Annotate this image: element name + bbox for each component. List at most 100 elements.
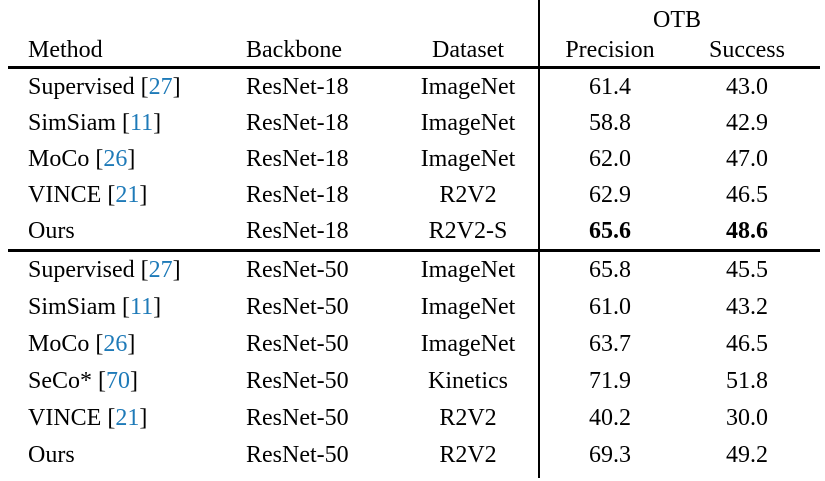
method-cell: Supervised [27] <box>0 74 246 101</box>
citation-bracket: [ <box>98 368 107 394</box>
backbone-cell: ResNet-50 <box>246 442 349 468</box>
method-name: SeCo* <box>28 368 93 394</box>
success-cell: 42.9 <box>726 109 768 136</box>
dataset-cell: ImageNet <box>420 294 516 320</box>
citation-link[interactable]: 26 <box>103 331 128 357</box>
method-cell: MoCo [26] <box>0 331 246 358</box>
citation-bracket: [ <box>122 109 131 136</box>
success-cell: 49.2 <box>726 442 768 468</box>
precision-cell: 58.8 <box>589 109 631 136</box>
dataset-cell: ImageNet <box>420 331 516 357</box>
table-row: Ours ResNet-50 R2V2 69.3 49.2 <box>0 437 825 474</box>
method-cell: SimSiam [11] <box>0 294 246 321</box>
citation-link[interactable]: 21 <box>115 181 140 208</box>
col-header-success: Success <box>709 36 785 63</box>
table-header-row: Method Backbone Dataset Precision Succes… <box>0 34 825 66</box>
backbone-cell: ResNet-50 <box>246 257 349 283</box>
citation-bracket: ] <box>127 145 136 172</box>
success-cell: 46.5 <box>726 181 768 208</box>
method-cell: Ours <box>0 442 246 469</box>
citation-bracket: [ <box>107 405 116 431</box>
citation-bracket: ] <box>139 181 148 208</box>
citation-bracket: [ <box>107 181 116 208</box>
column-divider-line <box>538 0 540 478</box>
dataset-cell: R2V2 <box>439 405 497 431</box>
citation-link[interactable]: 27 <box>148 257 173 283</box>
dataset-cell: ImageNet <box>420 109 516 136</box>
citation-link[interactable]: 27 <box>148 73 173 100</box>
method-name: Supervised <box>28 257 135 283</box>
backbone-cell: ResNet-18 <box>246 73 349 100</box>
backbone-cell: ResNet-18 <box>246 109 349 136</box>
backbone-cell: ResNet-50 <box>246 331 349 357</box>
dataset-cell: ImageNet <box>420 73 516 100</box>
table-row: SeCo* [70] ResNet-50 Kinetics 71.9 51.8 <box>0 363 825 400</box>
citation-bracket: [ <box>140 257 149 283</box>
method-name: SimSiam <box>28 109 117 136</box>
citation-bracket: [ <box>122 294 131 320</box>
citation-bracket: ] <box>153 294 162 320</box>
method-cell: SeCo* [70] <box>0 368 246 395</box>
citation-link[interactable]: 70 <box>106 368 131 394</box>
success-cell: 30.0 <box>726 405 768 431</box>
backbone-cell: ResNet-18 <box>246 145 349 172</box>
citation-bracket: ] <box>153 109 162 136</box>
citation-link[interactable]: 11 <box>130 109 154 136</box>
backbone-cell: ResNet-18 <box>246 217 349 244</box>
method-name: MoCo <box>28 331 90 357</box>
citation-bracket: [ <box>140 73 149 100</box>
table-header-group-row: OTB <box>0 0 825 34</box>
table-row: Supervised [27] ResNet-18 ImageNet 61.4 … <box>0 69 825 105</box>
success-cell: 43.0 <box>726 73 768 100</box>
precision-cell: 65.8 <box>589 257 631 283</box>
table-row: SimSiam [11] ResNet-50 ImageNet 61.0 43.… <box>0 289 825 326</box>
col-header-dataset: Dataset <box>432 36 504 63</box>
backbone-cell: ResNet-50 <box>246 294 349 320</box>
precision-cell: 65.6 <box>589 217 631 244</box>
table-row: Supervised [27] ResNet-50 ImageNet 65.8 … <box>0 252 825 289</box>
table-row: MoCo [26] ResNet-50 ImageNet 63.7 46.5 <box>0 326 825 363</box>
citation-link[interactable]: 26 <box>103 145 128 172</box>
precision-cell: 61.4 <box>589 73 631 100</box>
method-cell: VINCE [21] <box>0 405 246 432</box>
dataset-cell: R2V2-S <box>428 217 508 244</box>
method-name: Supervised <box>28 73 135 100</box>
method-cell: MoCo [26] <box>0 146 246 173</box>
citation-bracket: [ <box>95 145 104 172</box>
citation-link[interactable]: 11 <box>130 294 154 320</box>
method-name: SimSiam <box>28 294 117 320</box>
method-name: VINCE <box>28 405 102 431</box>
dataset-cell: R2V2 <box>439 181 497 208</box>
method-name: VINCE <box>28 181 102 208</box>
col-header-precision: Precision <box>565 36 655 63</box>
citation-bracket: [ <box>95 331 104 357</box>
success-cell: 51.8 <box>726 368 768 394</box>
precision-cell: 62.0 <box>589 145 631 172</box>
method-cell: SimSiam [11] <box>0 110 246 137</box>
success-cell: 46.5 <box>726 331 768 357</box>
table-row: VINCE [21] ResNet-18 R2V2 62.9 46.5 <box>0 177 825 213</box>
success-cell: 45.5 <box>726 257 768 283</box>
citation-bracket: ] <box>130 368 139 394</box>
backbone-cell: ResNet-50 <box>246 368 349 394</box>
method-name: MoCo <box>28 145 90 172</box>
table-section-resnet50: Supervised [27] ResNet-50 ImageNet 65.8 … <box>0 252 825 474</box>
dataset-cell: ImageNet <box>420 257 516 283</box>
table-section-resnet18: Supervised [27] ResNet-18 ImageNet 61.4 … <box>0 69 825 249</box>
citation-link[interactable]: 21 <box>115 405 140 431</box>
method-cell: VINCE [21] <box>0 182 246 209</box>
col-header-backbone: Backbone <box>246 36 342 63</box>
method-name: Ours <box>28 217 75 244</box>
citation-bracket: ] <box>172 73 181 100</box>
otb-group-header: OTB <box>653 7 701 33</box>
backbone-cell: ResNet-18 <box>246 181 349 208</box>
precision-cell: 69.3 <box>589 442 631 468</box>
precision-cell: 63.7 <box>589 331 631 357</box>
precision-cell: 62.9 <box>589 181 631 208</box>
precision-cell: 40.2 <box>589 405 631 431</box>
header-rule <box>8 66 820 69</box>
method-cell: Supervised [27] <box>0 257 246 284</box>
success-cell: 43.2 <box>726 294 768 320</box>
citation-bracket: ] <box>172 257 181 283</box>
table-row: MoCo [26] ResNet-18 ImageNet 62.0 47.0 <box>0 141 825 177</box>
